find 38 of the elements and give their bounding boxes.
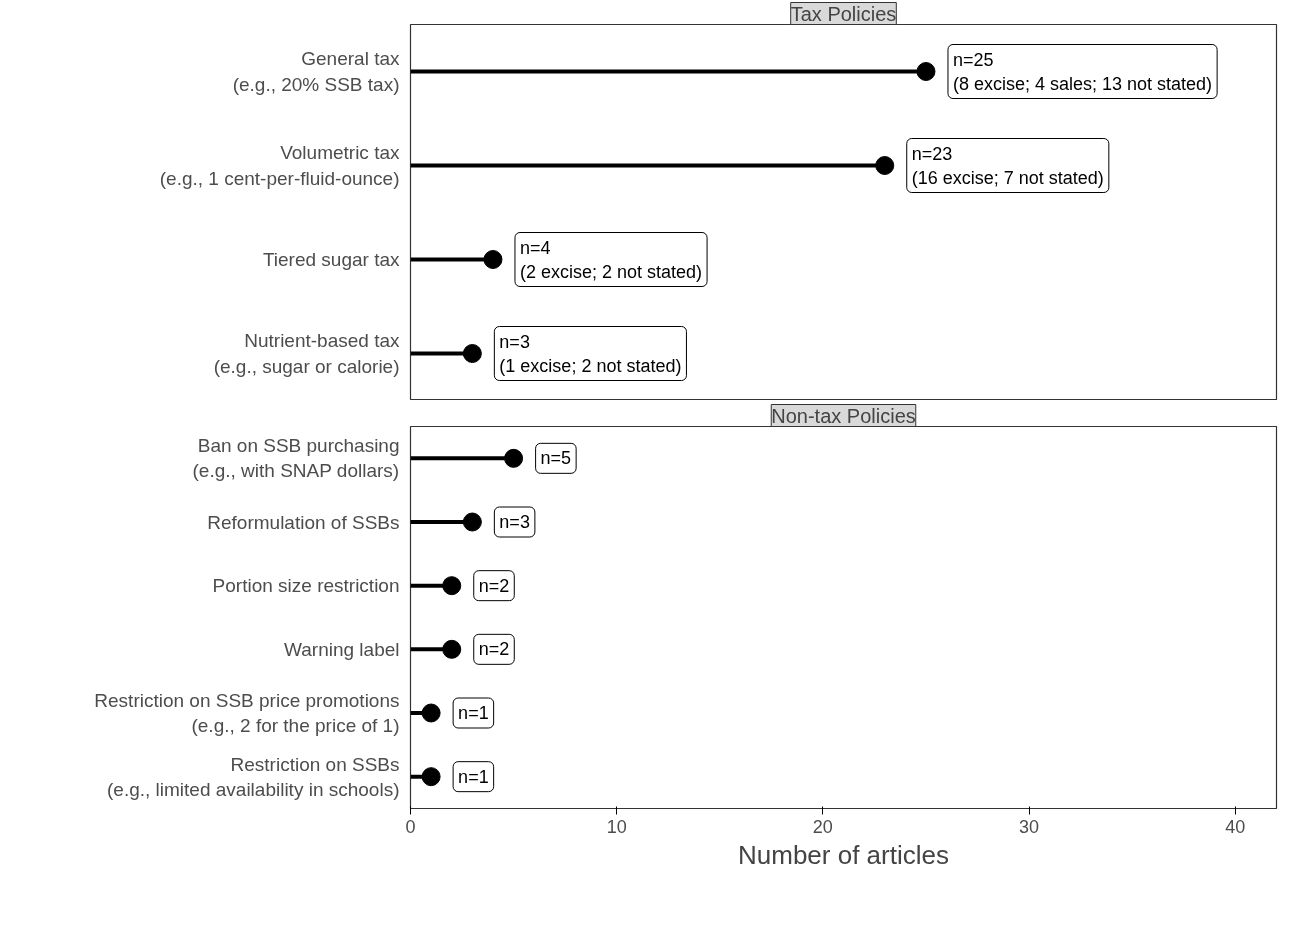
y-tick-label: Nutrient-based tax (e.g., sugar or calorie) [213,330,400,377]
x-tick-label: 0 [405,816,416,837]
point [462,512,482,532]
data-label: n=23 (16 excise; 7 not stated) [911,143,1104,188]
data-label: n=3 [499,512,530,532]
point [442,639,462,659]
point [483,250,503,269]
point [421,767,441,787]
y-tick-label: Restriction on SSBs (e.g., limited availability in schools) [106,753,400,800]
point [875,156,895,175]
data-label: n=2 [478,639,510,660]
data-label: n=1 [458,703,489,723]
chart-title: Non-tax Policies [771,404,916,427]
point [462,344,482,363]
point [442,576,462,596]
point [504,448,524,468]
data-label: n=3 (1 excise; 2 not stated) [499,331,682,376]
y-tick-label: Restriction on SSB price promotions (e.g., 2 for the price of 1) [94,689,400,737]
data-label: n=25 (8 excise; 4 sales; 13 not stated) [952,49,1213,94]
y-tick-label: Ban on SSB purchasing (e.g., with SNAP dollars) [192,435,400,482]
point [916,62,936,81]
point [421,703,441,723]
x-tick-label: 20 [812,816,833,837]
data-label: n=1 [458,766,489,787]
y-tick-label: General tax (e.g., 20% SSB tax) [232,48,400,95]
data-label: n=2 [478,575,510,596]
y-tick-label: Volumetric tax (e.g., 1 cent-per-fluid-ounce) [159,142,400,189]
data-label: n=4 (2 excise; 2 not stated) [519,237,703,282]
x-tick-label: 40 [1225,816,1246,837]
x-axis-title: Number of articles [738,839,949,870]
y-tick-label: Portion size restriction [212,575,400,597]
x-tick-label: 10 [606,816,627,837]
y-tick-label: Warning label [284,638,400,660]
chart-title: Tax Policies [790,2,897,25]
x-tick-label: 30 [1019,816,1040,837]
y-tick-label: Reformulation of SSBs [207,511,400,533]
y-tick-label: Tiered sugar tax [262,249,400,270]
data-label: n=5 [540,448,572,469]
